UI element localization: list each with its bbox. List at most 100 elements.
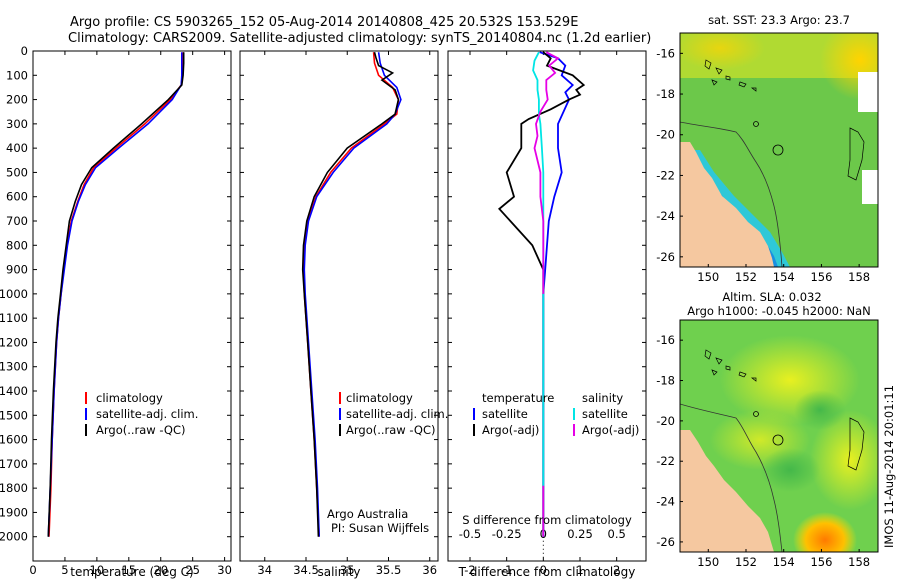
salinity-x-ticks: 34 34.5 35 35.5 36 [257, 51, 437, 577]
temperature-series-blue [47, 52, 183, 537]
sla-map-y-tick-label: -26 [656, 535, 675, 549]
sla-map-y-tick-label: -24 [656, 495, 675, 509]
depth-tick-label: 900 [6, 263, 28, 277]
depth-tick-label: 2000 [0, 530, 28, 544]
depth-tick-label: 100 [6, 68, 28, 82]
sla-map-x-tick-label: 154 [773, 555, 795, 569]
temperature-x-tick-label: 25 [185, 563, 200, 577]
depth-tick-label: 1600 [0, 433, 28, 447]
sst-map-frame [679, 32, 879, 268]
difference-xlabel: T difference from climatology [458, 565, 636, 579]
salinity-x-tick-label: 35 [340, 563, 355, 577]
sla-map-x-tick-label: 156 [810, 555, 832, 569]
temperature-x-tick-label: 15 [121, 563, 136, 577]
difference-xlabel-top: S difference from climatology [462, 513, 632, 527]
depth-tick-label: 1100 [0, 311, 28, 325]
sla-map-low-patch [760, 448, 820, 492]
sst-map-reef [772, 144, 784, 156]
depth-tick-label: 1800 [0, 481, 28, 495]
difference-series-blue [539, 51, 575, 537]
sst-map-gap [858, 72, 878, 112]
difference-x-ticks: -2 -1 0 1 2-0.5 -0.25 0 0.25 0.5 [459, 51, 626, 577]
sla-map-y-tick-label: -20 [656, 414, 675, 428]
difference-legend-temp-satellite: satellite [482, 407, 528, 421]
depth-tick-label: 1000 [0, 287, 28, 301]
sla-map-x-tick-label: 150 [697, 555, 719, 569]
sla-map-y-tick-label: -16 [656, 333, 675, 347]
salinity-legend: climatology satellite-adj. clim. Argo(..… [339, 391, 448, 437]
temperature-x-tick-label: 5 [61, 563, 68, 577]
sla-map-ticks: 150 152 154 156 158 -16 -18 -20 -22 -24 -26 [656, 333, 870, 569]
sst-map-title: sat. SST: 23.3 Argo: 23.7 [708, 13, 850, 27]
depth-tick-label: 700 [6, 214, 28, 228]
depth-axis: 0 100 200 300 400 500 600 700 800 900 1000 1100 1200… [0, 44, 646, 544]
sla-map-yellow-band [810, 410, 878, 510]
credit-line1: Argo Australia [327, 507, 408, 521]
sst-map-y-tick-label: -18 [656, 87, 675, 101]
temperature-legend-argo: Argo(..raw -QC) [96, 423, 186, 437]
temperature-legend-satellite: satellite-adj. clim. [96, 407, 198, 421]
sla-map-x-tick-label: 158 [848, 555, 870, 569]
difference-top-tick-label: -0.25 [492, 527, 522, 541]
sst-map-x-tick-label: 158 [848, 270, 870, 284]
depth-tick-label: 500 [6, 165, 28, 179]
temperature-series-black [47, 52, 185, 537]
temperature-x-tick-label: 10 [90, 563, 105, 577]
difference-panel-frame [447, 50, 647, 562]
sla-map [680, 320, 878, 552]
temperature-panel-frame [32, 50, 232, 562]
sla-map-reef [772, 434, 784, 446]
depth-tick-label: 300 [6, 117, 28, 131]
depth-tick-label: 200 [6, 93, 28, 107]
depth-tick-label: 1400 [0, 384, 28, 398]
salinity-x-tick-label: 35.5 [376, 563, 402, 577]
depth-tick-label: 600 [6, 190, 28, 204]
difference-x-tick-label: 0 [540, 563, 547, 577]
sst-map-land [680, 142, 774, 267]
salinity-profiles [301, 51, 402, 537]
temperature-series-red [48, 52, 184, 537]
salinity-series-black [301, 51, 400, 537]
difference-legend-salinity-title: salinity [582, 391, 623, 405]
depth-tick-label: 1200 [0, 335, 28, 349]
depth-tick-label: 400 [6, 141, 28, 155]
difference-x-tick-label: 2 [613, 563, 620, 577]
difference-series-cyan [532, 51, 545, 537]
sst-map-x-tick-label: 156 [810, 270, 832, 284]
sla-map-low-patch [794, 390, 846, 430]
salinity-series-blue [303, 52, 402, 537]
sst-map-gap [862, 170, 878, 204]
depth-tick-label: 0 [21, 44, 28, 58]
sst-map-y-tick-label: -16 [656, 46, 675, 60]
sla-map-title1: Altim. SLA: 0.032 [722, 290, 821, 304]
difference-top-tick-label: 0.25 [567, 527, 593, 541]
salinity-legend-climatology: climatology [346, 391, 413, 405]
sst-map-reef [753, 121, 759, 127]
difference-legend-sal-argo: Argo(-adj) [582, 423, 639, 437]
depth-tick-label: 1500 [0, 408, 28, 422]
difference-x-tick-label: -2 [464, 563, 475, 577]
difference-legend-temp-argo: Argo(-adj) [482, 423, 539, 437]
difference-legend-salinity: salinity satellite Argo(-adj) [573, 391, 639, 437]
difference-legend-temperature-title: temperature [482, 391, 554, 405]
difference-x-tick-label: -1 [501, 563, 512, 577]
difference-legend-sal-satellite: satellite [582, 407, 628, 421]
sst-map-x-tick-label: 150 [697, 270, 719, 284]
temperature-legend: climatology satellite-adj. clim. Argo(..… [85, 391, 198, 437]
sla-map-frame [679, 319, 879, 553]
salinity-legend-satellite: satellite-adj. clim. [346, 407, 448, 421]
sst-map-y-tick-label: -20 [656, 128, 675, 142]
depth-tick-label: 800 [6, 238, 28, 252]
sst-map-y-tick-label: -26 [656, 250, 675, 264]
difference-series-magenta [533, 51, 560, 537]
difference-top-tick-label: 0.5 [608, 527, 626, 541]
difference-series-black [498, 51, 586, 537]
temperature-x-tick-label: 30 [217, 563, 232, 577]
salinity-xlabel: salinity [317, 565, 360, 579]
difference-profiles [498, 51, 586, 557]
depth-tick-label: 1700 [0, 457, 28, 471]
depth-tick-label: 1900 [0, 505, 28, 519]
salinity-x-tick-label: 36 [422, 563, 437, 577]
depth-tick-label: 1300 [0, 360, 28, 374]
